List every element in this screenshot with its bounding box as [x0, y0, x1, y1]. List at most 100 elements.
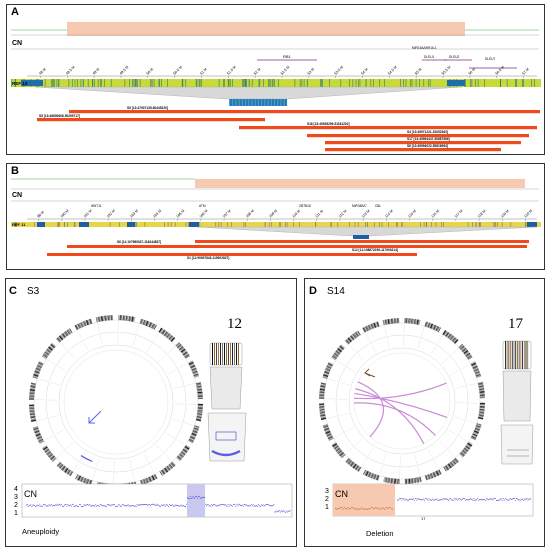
ruler-tick-label: 104 M [152, 209, 162, 219]
ruler-tick-label: 56 M [468, 67, 476, 75]
panel-b-gene-track: WNT11 ATM ZBTB16 MIR34B/C CBL [91, 204, 381, 208]
panel-b-bar-s6 [195, 240, 529, 243]
ruler-tick-label: 52.5 M [280, 65, 291, 76]
ruler-tick-label: 118 M [477, 209, 487, 219]
panel-d-cn-tick-3: 3 [325, 488, 329, 495]
panel-a-cn-label: CN [12, 40, 22, 47]
ruler-tick-label: 53.5 M [334, 65, 345, 76]
panel-b-bar-s6-label: S6 [11:107989337-116344837] [117, 240, 161, 244]
panel-d: D S14 CN 3 2 1 17 17 Deletion [304, 278, 545, 547]
panel-a-bar-s6-label: S6 [13:49994022-50816964] [407, 144, 448, 148]
panel-a-cn-highlight [67, 22, 465, 36]
panel-b-reference-track [11, 222, 541, 227]
ruler-tick-label: 108 M [245, 209, 255, 219]
panel-b-gene-zbtb16: ZBTB16 [299, 204, 311, 208]
panel-d-caption: Deletion [366, 529, 394, 538]
panel-b-ref-label: REF 11 [12, 222, 26, 227]
panel-a-bar-s9-label: S9 [13:47907135-60445220] [127, 106, 168, 110]
panel-a-bar-s4 [307, 134, 529, 138]
ruler-tick-label: 54.5 M [387, 65, 398, 76]
panel-d-cn-tick-2: 2 [325, 496, 329, 503]
ruler-tick-label: 48 M [38, 67, 46, 75]
ruler-tick-label: 100 M [60, 209, 70, 219]
panel-d-sample-label: S14 [327, 286, 345, 297]
panel-d-letter: D [309, 285, 317, 297]
ruler-tick-label: 110 M [291, 209, 301, 219]
panel-b-bar-s1-label: S1 [11:99007843-115002827] [187, 256, 229, 260]
panel-a-gene-dleu7: DLEU7 [485, 57, 496, 61]
ruler-tick-label: 56.5 M [495, 65, 506, 76]
panel-b-letter: B [11, 165, 19, 177]
panel-a-bar-s5-label: S5 [13:46600606-50299717] [39, 114, 80, 118]
panel-b-gene-mir34b: MIR34B/C [352, 204, 367, 208]
ruler-tick-label: 54 M [360, 67, 368, 75]
panel-c-circos-plot: CN 4 3 2 1 [14, 315, 293, 518]
panel-b-bar-s12-label: S12 [11:108872299-117903214] [352, 248, 398, 252]
panel-c-caption: Aneuploidy [22, 527, 60, 536]
circos-link [354, 382, 447, 400]
panel-a: A CN RB1 MIR15A/MIR16-1 DLEU1 DLEU2 DLEU… [6, 4, 545, 155]
ruler-tick-label: 55 M [414, 67, 422, 75]
panel-c-cn-plot [21, 483, 293, 518]
panel-b-gene-cbl: CBL [375, 204, 381, 208]
ruler-tick-label: 105 M [176, 209, 186, 219]
panel-c-sample-label: S3 [27, 286, 40, 297]
panel-a-deletion-bars: S9 [13:47907135-60445220] S5 [13:4660060… [37, 106, 540, 152]
panel-a-zoom-wedge [34, 86, 463, 100]
ruler-tick-label: 119 M [500, 209, 510, 219]
ruler-tick-label: 106 M [199, 209, 209, 219]
circos-link [354, 392, 448, 419]
panel-d-circos-plot: CN 3 2 1 17 [319, 318, 534, 521]
panel-d-cn-tick-1: 1 [325, 504, 329, 511]
ruler-tick-label: 53 M [307, 67, 315, 75]
panel-b-cn-label: CN [12, 192, 22, 199]
panel-a-gene-dleu1: DLEU1 [424, 55, 435, 59]
panel-c-cn-tick-3: 3 [14, 494, 18, 501]
ruler-tick-label: 114 M [384, 209, 394, 219]
panel-d-chromosome-ideogram [502, 340, 532, 370]
ruler-tick-label: 103 M [129, 209, 139, 219]
panel-a-letter: A [11, 6, 19, 18]
panel-a-genome-browser: CN RB1 MIR15A/MIR16-1 DLEU1 DLEU2 DLEU7 … [11, 22, 541, 152]
panel-b-gene-wnt11: WNT11 [91, 204, 102, 208]
ruler-tick-label: 55.5 M [441, 65, 452, 76]
panel-c-chromosome-label: 12 [227, 316, 242, 332]
panel-c-arrow-icon [88, 410, 102, 424]
ruler-tick-label: 48.5 M [65, 65, 76, 76]
panel-a-ref-label: REF 13 [12, 81, 28, 86]
panel-c-letter: C [9, 285, 17, 297]
panel-a-bar-s9 [69, 110, 540, 114]
ruler-tick-label: 109 M [268, 209, 278, 219]
panel-b-cn-highlight [195, 179, 525, 188]
ruler-tick-label: 107 M [222, 209, 232, 219]
ruler-tick-label: 101 M [83, 209, 93, 219]
panel-a-bar-s6 [325, 148, 501, 152]
panel-a-bar-s16 [239, 126, 537, 130]
panel-b: B CN WNT11 ATM ZBTB16 MIR34B/C CBL 99 M 1… [6, 163, 545, 270]
ruler-tick-label: 116 M [431, 209, 441, 219]
panel-b-deletion-bars: S6 [11:107989337-116344837] S12 [11:1088… [47, 240, 529, 260]
ruler-tick-label: 117 M [454, 209, 464, 219]
panel-c-cn-tick-4: 4 [14, 486, 18, 493]
circos-link [354, 402, 436, 436]
ruler-tick-label: 49.5 M [119, 65, 130, 76]
panel-b-genome-browser: CN WNT11 ATM ZBTB16 MIR34B/C CBL 99 M 100… [11, 178, 541, 260]
panel-a-bar-s4-label: S4 [13:49971221-51052363] [407, 130, 448, 134]
ruler-tick-label: 113 M [361, 209, 371, 219]
ruler-tick-label: 50.5 M [173, 65, 184, 76]
panel-a-gene-mir15a: MIR15A/MIR16-1 [412, 46, 437, 50]
panel-c-cn-highlight [187, 484, 205, 517]
panel-b-bar-s12 [67, 245, 527, 248]
panel-c-cn-tick-1: 1 [14, 510, 18, 517]
ruler-tick-label: 112 M [338, 209, 348, 219]
panel-c: C S3 CN 4 3 2 1 12 Aneuploidy [5, 278, 297, 547]
ruler-tick-label: 52 M [253, 67, 261, 75]
panel-d-chrom-axis-label: 17 [421, 516, 426, 521]
panel-c-chromosome-ideogram [209, 342, 243, 366]
ruler-tick-label: 51.5 M [226, 65, 237, 76]
ruler-tick-label: 120 M [523, 209, 533, 219]
panel-b-zoom-wedge [196, 226, 538, 237]
ruler-tick-label: 111 M [315, 209, 325, 219]
panel-a-ruler: 48 M 48.5 M 49 M 49.5 M 50 M 50.5 M 51 M 51.5 M… [27, 65, 537, 78]
panel-a-gene-track: RB1 MIR15A/MIR16-1 DLEU1 DLEU2 DLEU7 [257, 46, 517, 69]
